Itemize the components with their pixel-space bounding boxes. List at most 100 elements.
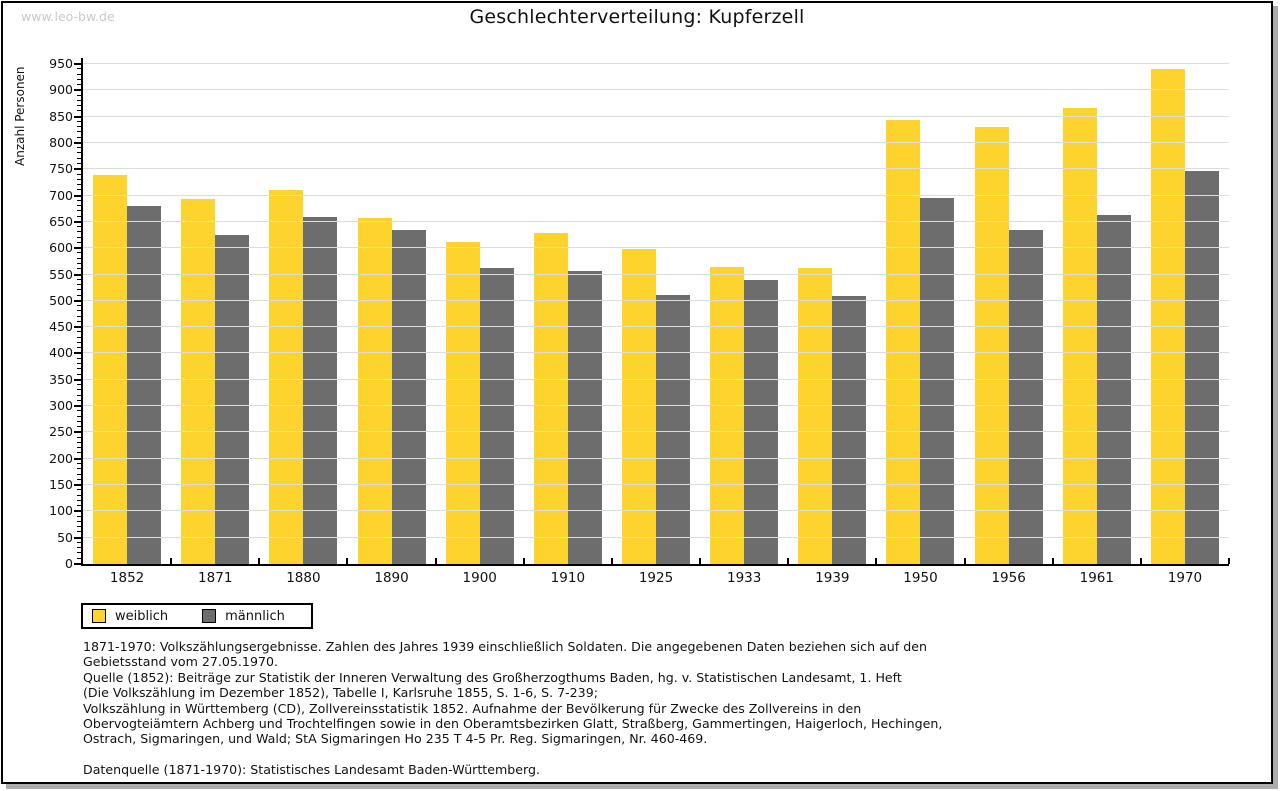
y-minor-tick	[77, 226, 81, 228]
bar-weiblich-1871	[181, 199, 216, 564]
gridline-300	[83, 405, 1229, 407]
y-tick-label: 50	[57, 529, 73, 545]
bar-group-1871: 1871	[171, 58, 259, 586]
gridline-800	[83, 141, 1229, 143]
bar-pair-1900	[436, 241, 524, 564]
x-boundary-tick	[1228, 558, 1230, 564]
x-boundary-tick	[875, 558, 878, 564]
y-minor-tick	[77, 320, 81, 322]
y-minor-tick	[77, 68, 81, 70]
y-major-tick-800	[74, 141, 81, 144]
y-minor-tick	[77, 494, 81, 496]
y-tick-label: 850	[49, 108, 73, 124]
y-minor-tick	[77, 436, 81, 438]
chart-title: Geschlechterverteilung: Kupferzell	[469, 6, 805, 28]
x-tick-label-1852: 1852	[109, 570, 145, 586]
gridline-350	[83, 378, 1229, 380]
y-major-tick-200	[74, 457, 81, 460]
x-tick-label-1933: 1933	[726, 570, 762, 586]
x-boundary-tick	[610, 558, 613, 564]
plot-area: 1852 1871 1880 1890 1900 1910 1925 1933 1939 1950…	[74, 58, 1230, 586]
bar-group-1900: 1900	[436, 58, 524, 586]
y-major-tick-300	[74, 405, 81, 408]
bar-group-1950: 1950	[876, 58, 964, 586]
y-minor-tick	[77, 84, 81, 86]
y-major-tick-650	[74, 220, 81, 223]
bar-weiblich-1910	[533, 232, 568, 564]
x-boundary-tick	[170, 558, 173, 564]
bar-männlich-1939	[832, 296, 867, 564]
bar-männlich-1925	[656, 295, 691, 564]
gridline-700	[83, 194, 1229, 196]
legend-swatch-männlich	[202, 609, 217, 623]
gridline-900	[83, 89, 1229, 91]
x-tick-label-1900: 1900	[462, 570, 497, 586]
y-tick-label: 400	[49, 345, 73, 361]
y-minor-tick	[77, 489, 81, 491]
y-minor-tick	[77, 94, 81, 96]
y-major-tick-250	[74, 431, 81, 434]
y-minor-tick	[77, 520, 81, 522]
gridline-650	[83, 220, 1229, 222]
bar-pair-1910	[524, 232, 612, 564]
y-tick-label: 750	[49, 161, 73, 177]
source-note-line: 1871-1970: Volkszählungsergebnisse. Zahl…	[83, 639, 927, 654]
x-boundary-tick	[1139, 558, 1142, 564]
y-minor-tick	[77, 420, 81, 422]
y-minor-tick	[77, 468, 81, 470]
y-tick-label: 350	[49, 371, 73, 387]
y-major-tick-100	[74, 510, 81, 513]
bar-groups: 1852 1871 1880 1890 1900 1910 1925 1933 1939 1950…	[83, 58, 1229, 586]
y-minor-tick	[77, 410, 81, 412]
y-minor-tick	[77, 289, 81, 291]
bar-männlich-1880	[303, 217, 338, 564]
bar-group-1910: 1910	[524, 58, 612, 586]
bar-männlich-1950	[920, 198, 955, 564]
gridline-750	[83, 168, 1229, 170]
y-minor-tick	[77, 236, 81, 238]
x-tick-label-1956: 1956	[991, 570, 1026, 586]
source-note-line: Volkszählung in Württemberg (CD), Zollve…	[83, 700, 862, 716]
x-tick-label-1890: 1890	[374, 570, 409, 586]
y-minor-tick	[77, 305, 81, 307]
y-tick-label: 150	[49, 477, 73, 493]
y-minor-tick	[77, 452, 81, 454]
gridline-950	[83, 63, 1229, 64]
source-notes: 1871-1970: Volkszählungsergebnisse. Zahl…	[83, 639, 1223, 778]
y-major-tick-500	[74, 299, 81, 302]
source-note-line: (Die Volkszählung im Dezember 1852), Tab…	[83, 685, 598, 701]
y-tick-label: 450	[49, 319, 73, 335]
bar-pair-1925	[612, 248, 700, 564]
y-tick-label: 300	[49, 398, 73, 414]
y-tick-label: 650	[49, 213, 73, 229]
bar-weiblich-1961	[1062, 108, 1097, 564]
gridline-500	[83, 299, 1229, 301]
y-major-tick-550	[74, 273, 81, 276]
y-major-tick-0	[74, 563, 81, 565]
gridline-150	[83, 484, 1229, 486]
y-minor-tick	[77, 347, 81, 349]
bar-weiblich-1925	[622, 248, 657, 564]
x-tick-label-1925: 1925	[638, 570, 674, 586]
y-minor-tick	[77, 215, 81, 217]
x-tick-label-1961: 1961	[1079, 570, 1114, 586]
source-note-line: Ostrach, Sigmaringen, und Wald; StA Sigm…	[83, 731, 708, 747]
y-minor-tick	[77, 426, 81, 428]
y-tick-label: 900	[49, 82, 73, 98]
y-minor-tick	[77, 531, 81, 533]
gridline-200	[83, 457, 1229, 459]
source-note-line: Obervogteiämtern Achberg und Trochtelfin…	[83, 716, 943, 732]
bar-männlich-1871	[215, 235, 250, 564]
y-minor-tick	[77, 505, 81, 507]
y-minor-tick	[77, 515, 81, 517]
y-minor-tick	[77, 241, 81, 243]
bar-pair-1871	[171, 199, 259, 564]
x-tick-label-1871: 1871	[198, 570, 233, 586]
y-minor-tick	[77, 205, 81, 207]
legend-label-männlich: männlich	[225, 608, 285, 624]
y-minor-tick	[77, 263, 81, 264]
source-note-line: Quelle (1852): Beiträge zur Statistik de…	[83, 669, 902, 685]
legend-swatch-weiblich	[92, 609, 106, 623]
y-tick-label: 500	[49, 292, 73, 308]
